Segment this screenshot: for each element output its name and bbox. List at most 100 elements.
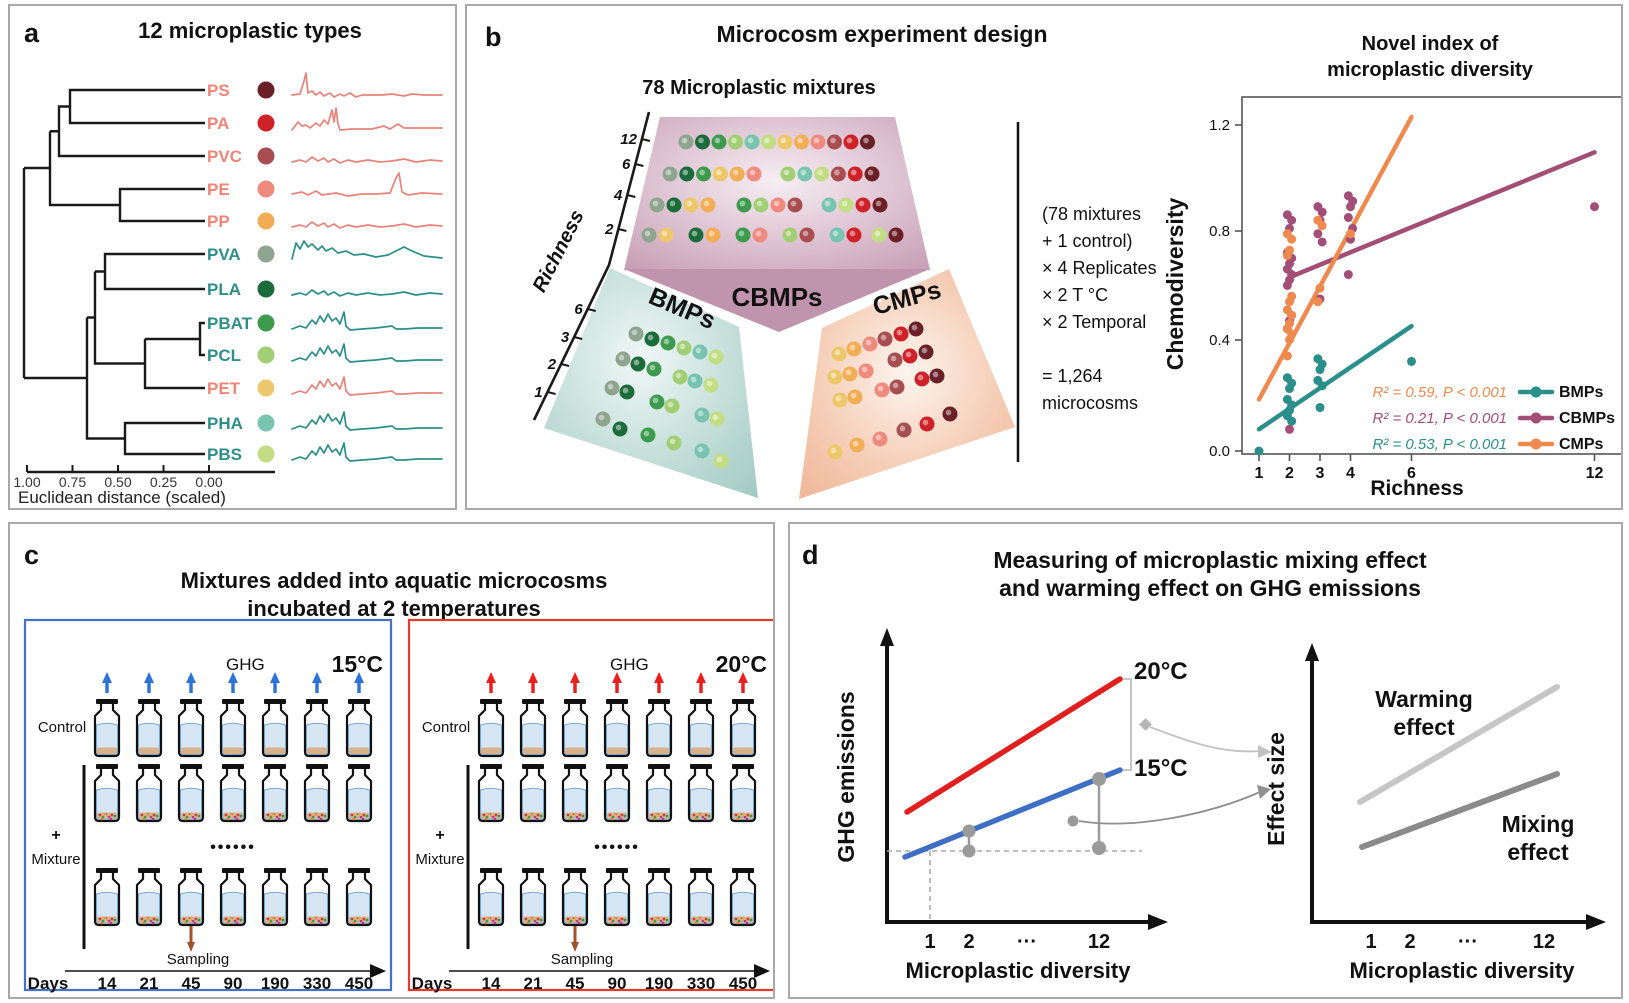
vial-sediment (733, 747, 753, 754)
microplastic-speckle (494, 917, 498, 921)
dot-highlight (802, 230, 809, 237)
mixture-dot (919, 416, 935, 432)
microplastic-speckle (361, 921, 365, 925)
fit-line-cmps (1256, 114, 1414, 402)
microplastic-speckle (746, 813, 750, 817)
vial-cap (564, 764, 586, 769)
microplastic-label: PE (207, 180, 230, 199)
legend-stat: R² = 0.21, P < 0.001 (1372, 410, 1507, 427)
vial-cap (732, 699, 754, 704)
x-tick-label: 1 (1255, 465, 1264, 482)
sampling-label: Sampling (551, 951, 614, 968)
effect-dumbbell-x2 (962, 824, 976, 858)
mixture-dot (827, 444, 843, 460)
axis-tick-label: 0.75 (59, 474, 86, 490)
label-20C: 20°C (1134, 658, 1188, 685)
label-15C: 15°C (1134, 755, 1188, 782)
dot-highlight (867, 169, 874, 176)
microplastic-dot (257, 147, 275, 165)
ghg-emissions-plot: GHG emissions 20°C 15°C (833, 628, 1272, 983)
mixture-dot (630, 356, 646, 372)
microplastic-speckle (110, 813, 114, 817)
dot-highlight (679, 343, 686, 350)
microplastic-speckle (661, 921, 665, 925)
mixture-plus: + (435, 827, 444, 844)
dot-highlight (669, 200, 676, 207)
microplastic-speckle (652, 921, 656, 925)
microplastic-speckle (662, 917, 666, 921)
vial-liquid (732, 722, 754, 755)
dot-highlight (716, 169, 722, 176)
microplastic-speckle (484, 921, 488, 925)
microplastic-speckle (317, 815, 321, 819)
mixture-dot (615, 351, 631, 367)
microplastic-speckle (737, 919, 741, 923)
microplastic-speckle (484, 817, 488, 821)
microplastic-speckle (524, 917, 528, 921)
y-tick-label: 0.0 (1209, 443, 1230, 460)
y-tick-label: 0.4 (1209, 332, 1230, 349)
microplastic-speckle (568, 921, 572, 925)
mixture-dot (658, 227, 674, 243)
microplastic-speckle (233, 919, 237, 923)
microplastic-speckle (617, 919, 621, 923)
vial-liquid (180, 787, 202, 820)
microplastic-speckle (146, 812, 150, 816)
microplastic-speckle (227, 815, 231, 819)
microplastic-speckle (239, 918, 243, 922)
microplastic-row: PS (207, 72, 443, 100)
vial-cap (96, 699, 118, 704)
microplastic-dot (257, 280, 275, 298)
vial-liquid (522, 722, 544, 755)
richness-axis-label: Richness (529, 207, 589, 296)
vial-liquid (138, 891, 160, 924)
vial-cap (138, 699, 160, 704)
microplastic-row: PBAT (207, 311, 443, 333)
dot-highlight (875, 200, 882, 207)
microplastic-dot (257, 212, 275, 230)
dot-highlight (691, 230, 698, 237)
microplastic-speckle (692, 813, 696, 817)
incubation-box-frame (23, 618, 393, 992)
microplastic-speckle (661, 817, 665, 821)
mixture-dot (827, 134, 842, 150)
mixture-dot (692, 344, 708, 360)
microplastic-speckle (353, 815, 357, 819)
microplastic-speckle (104, 812, 108, 816)
microcosm-vial (603, 764, 631, 823)
left-x-tick: 12 (1088, 931, 1110, 953)
ghg-arrow-head (312, 672, 322, 683)
vial-sediment (223, 747, 243, 754)
scatter-point-cmps (1313, 297, 1323, 307)
dot-highlight (830, 372, 837, 379)
mixture-dot (929, 368, 945, 384)
microplastic-speckle (272, 916, 276, 920)
dot-highlight (773, 200, 780, 207)
microplastic-speckle (107, 919, 111, 923)
microplastic-speckle (619, 921, 623, 925)
microplastic-row: PP (207, 212, 443, 231)
microplastic-speckle (191, 815, 195, 819)
vial-cap (264, 868, 286, 873)
microplastic-speckle (197, 918, 201, 922)
microplastic-speckle (581, 918, 585, 922)
microplastic-label: PBS (207, 445, 242, 464)
microplastic-speckle (188, 916, 192, 920)
mixture-dot (777, 134, 793, 150)
microcosm-vial (303, 672, 331, 758)
vial-liquid (732, 891, 754, 924)
mixtures-subtitle: 78 Microplastic mixtures (642, 77, 875, 99)
design-text-line: (78 mixtures (1042, 204, 1141, 224)
ghg-arrow-head (738, 672, 748, 683)
vial-cap (522, 868, 544, 873)
microplastic-speckle (143, 919, 147, 923)
microplastic-speckle (652, 817, 656, 821)
microcosm-vial (729, 672, 757, 758)
mixture-dot (918, 344, 934, 360)
microplastic-speckle (494, 813, 498, 817)
vial-cap (138, 868, 160, 873)
microcosm-vial (135, 764, 163, 823)
spectrum-trace (291, 172, 443, 197)
mixture-dot (846, 341, 862, 357)
mixture-dot (780, 166, 796, 182)
